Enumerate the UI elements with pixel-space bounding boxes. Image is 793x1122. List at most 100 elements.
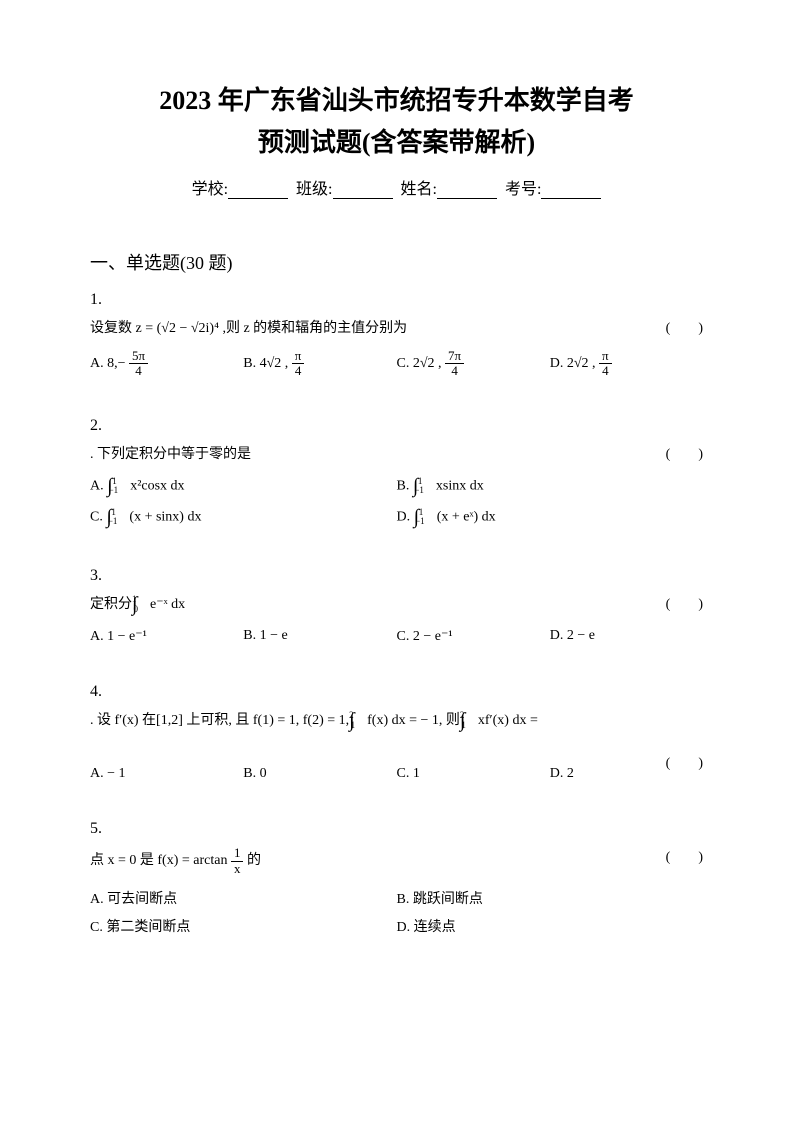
- section-header: 一、单选题(30 题): [90, 249, 703, 275]
- answer-paren: ( ): [666, 752, 703, 772]
- fraction: 7π4: [445, 349, 464, 379]
- integral-lower: 0: [133, 604, 138, 614]
- option-d: D. 2 − e: [550, 628, 703, 645]
- school-field[interactable]: [228, 181, 288, 199]
- option-c: C. 2 − e⁻¹: [397, 628, 550, 645]
- integral-lower: −1: [414, 485, 424, 495]
- question-stem: 定积分∫01 e⁻ˣ dx ( ): [90, 593, 703, 616]
- option-b: B. 4√2 , π4: [243, 349, 396, 379]
- option-d-prefix: D. 2√2 ,: [550, 356, 596, 371]
- name-field[interactable]: [437, 181, 497, 199]
- question-2: 2. . 下列定积分中等于零的是 ( ) A. ∫−11 x²cosx dx B…: [90, 417, 703, 537]
- option-b: B. ∫−11 xsinx dx: [397, 475, 704, 498]
- option-c-body: (x + sinx) dx: [126, 510, 202, 525]
- question-stem: . 设 f′(x) 在[1,2] 上可积, 且 f(1) = 1, f(2) =…: [90, 709, 703, 752]
- question-stem: . 下列定积分中等于零的是 ( ): [90, 443, 703, 463]
- fraction-den: 4: [292, 364, 305, 378]
- number-field[interactable]: [541, 181, 601, 199]
- options-row: A. 可去间断点 B. 跳跃间断点 C. 第二类间断点 D. 连续点: [90, 888, 703, 944]
- answer-paren: ( ): [666, 443, 703, 463]
- number-label: 考号:: [505, 175, 541, 199]
- integral-upper: 1: [132, 594, 137, 604]
- fraction-num: 1: [231, 846, 244, 861]
- integral-lower: 1: [351, 720, 356, 730]
- option-b: B. 0: [243, 766, 396, 782]
- question-1: 1. 设复数 z = (√2 − √2i)⁴ ,则 z 的模和辐角的主值分别为 …: [90, 291, 703, 387]
- stem-end: xf′(x) dx =: [474, 713, 537, 728]
- option-a: A. − 1: [90, 766, 243, 782]
- question-5: 5. 点 x = 0 是 f(x) = arctan 1x 的 ( ) A. 可…: [90, 820, 703, 944]
- stem-prefix: . 设 f′(x) 在[1,2] 上可积, 且 f(1) = 1, f(2) =…: [90, 713, 349, 728]
- option-c: C. 第二类间断点: [90, 916, 397, 936]
- question-number: 2.: [90, 417, 703, 435]
- option-c-prefix: C.: [90, 510, 106, 525]
- answer-paren: ( ): [666, 593, 703, 613]
- options-row: A. ∫−11 x²cosx dx B. ∫−11 xsinx dx C. ∫−…: [90, 475, 703, 537]
- option-d: D. 连续点: [397, 916, 704, 936]
- school-label: 学校:: [192, 175, 228, 199]
- question-number: 4.: [90, 683, 703, 701]
- integral-upper: 1: [419, 507, 424, 517]
- answer-paren: ( ): [666, 846, 703, 866]
- fraction-num: π: [599, 349, 612, 364]
- student-info-line: 学校: 班级: 姓名: 考号:: [90, 175, 703, 199]
- question-number: 3.: [90, 567, 703, 585]
- option-a-prefix: A. 8,−: [90, 356, 126, 371]
- fraction-num: 7π: [445, 349, 464, 364]
- stem-text: . 下列定积分中等于零的是: [90, 447, 251, 462]
- title-line1: 2023 年广东省汕头市统招专升本数学自考: [90, 80, 703, 122]
- integral-upper: 2: [460, 710, 465, 720]
- stem-prefix: 定积分: [90, 597, 132, 612]
- stem-body: e⁻ˣ dx: [146, 597, 185, 612]
- option-b-prefix: B.: [397, 479, 413, 494]
- question-number: 5.: [90, 820, 703, 838]
- option-c: C. 1: [397, 766, 550, 782]
- options-row: A. − 1 B. 0 C. 1 D. 2: [90, 766, 703, 790]
- option-d-body: (x + eˣ) dx: [433, 510, 495, 525]
- option-d: D. 2√2 , π4: [550, 349, 703, 379]
- option-a-body: x²cosx dx: [127, 479, 185, 494]
- option-a: A. 1 − e⁻¹: [90, 628, 243, 645]
- fraction: π4: [599, 349, 612, 379]
- option-d: D. ∫−11 (x + eˣ) dx: [397, 506, 704, 529]
- fraction-den: 4: [445, 364, 464, 378]
- option-a: A. ∫−11 x²cosx dx: [90, 475, 397, 498]
- stem-suffix: 的: [247, 853, 261, 868]
- option-d-prefix: D.: [397, 510, 414, 525]
- answer-paren: ( ): [666, 317, 703, 337]
- option-b-body: xsinx dx: [432, 479, 483, 494]
- question-4: 4. . 设 f′(x) 在[1,2] 上可积, 且 f(1) = 1, f(2…: [90, 683, 703, 790]
- fraction-num: π: [292, 349, 305, 364]
- fraction-den: x: [231, 862, 244, 876]
- fraction-den: 4: [129, 364, 148, 378]
- integral-lower: 1: [461, 720, 466, 730]
- integral-upper: 2: [349, 710, 354, 720]
- class-label: 班级:: [296, 175, 332, 199]
- option-a: A. 可去间断点: [90, 888, 397, 908]
- integral-upper: 1: [111, 507, 116, 517]
- integral-lower: −1: [109, 485, 119, 495]
- option-a-prefix: A.: [90, 479, 107, 494]
- fraction: 5π4: [129, 349, 148, 379]
- name-label: 姓名:: [401, 175, 437, 199]
- option-b: B. 1 − e: [243, 628, 396, 645]
- question-stem: 设复数 z = (√2 − √2i)⁴ ,则 z 的模和辐角的主值分别为 ( ): [90, 317, 703, 337]
- question-3: 3. 定积分∫01 e⁻ˣ dx ( ) A. 1 − e⁻¹ B. 1 − e…: [90, 567, 703, 653]
- exam-title: 2023 年广东省汕头市统招专升本数学自考 预测试题(含答案带解析): [90, 80, 703, 163]
- stem-prefix: 点 x = 0 是 f(x) = arctan: [90, 853, 231, 868]
- option-c-prefix: C. 2√2 ,: [397, 356, 442, 371]
- option-b: B. 跳跃间断点: [397, 888, 704, 908]
- integral-upper: 1: [112, 476, 117, 486]
- fraction: π4: [292, 349, 305, 379]
- fraction-num: 5π: [129, 349, 148, 364]
- option-c: C. 2√2 , 7π4: [397, 349, 550, 379]
- options-row: A. 1 − e⁻¹ B. 1 − e C. 2 − e⁻¹ D. 2 − e: [90, 628, 703, 653]
- question-stem: 点 x = 0 是 f(x) = arctan 1x 的 ( ): [90, 846, 703, 876]
- option-c: C. ∫−11 (x + sinx) dx: [90, 506, 397, 529]
- fraction-den: 4: [599, 364, 612, 378]
- question-number: 1.: [90, 291, 703, 309]
- fraction: 1x: [231, 846, 244, 876]
- class-field[interactable]: [333, 181, 393, 199]
- options-row: A. 8,− 5π4 B. 4√2 , π4 C. 2√2 , 7π4 D. 2…: [90, 349, 703, 387]
- title-line2: 预测试题(含答案带解析): [90, 122, 703, 164]
